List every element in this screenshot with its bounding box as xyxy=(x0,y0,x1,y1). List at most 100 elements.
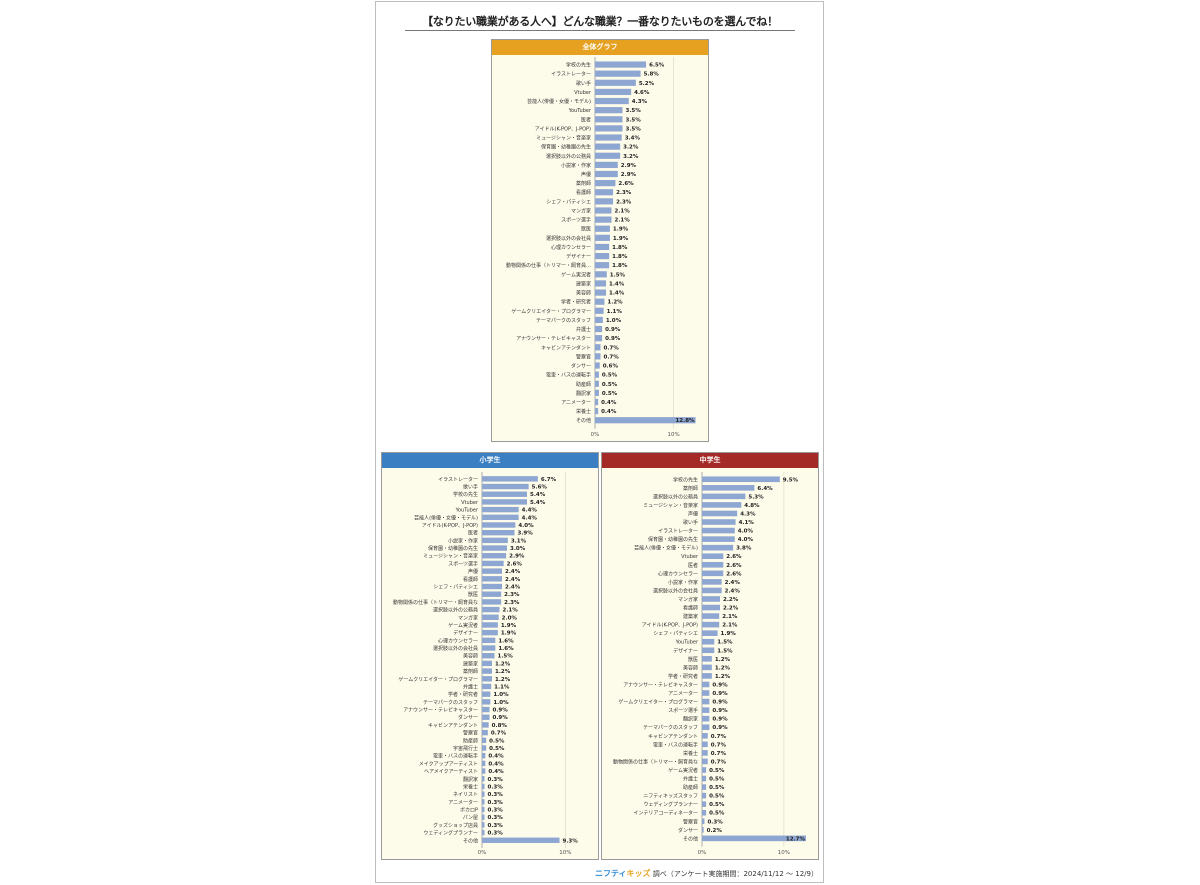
overall-category-label: その他 xyxy=(576,417,591,424)
junior-high-value-label: 0.5% xyxy=(709,811,725,817)
elementary-value-label: 1.9% xyxy=(501,623,517,629)
elementary-category-label: ゲーム実況者 xyxy=(448,622,478,629)
elementary-value-label: 0.4% xyxy=(488,769,504,775)
elementary-category-label: ゲームクリエイター・プログラマー xyxy=(398,676,478,683)
overall-bar xyxy=(595,353,601,360)
junior-high-bar xyxy=(702,502,742,508)
junior-high-bar xyxy=(702,485,755,491)
elementary-value-label: 0.8% xyxy=(492,723,508,729)
junior-high-bar xyxy=(702,493,746,500)
elementary-bar xyxy=(482,829,485,836)
junior-high-bar xyxy=(702,827,704,833)
elementary-chart-panel: 小学生 0% 10% イラストレーター 6.7% 歌い手 5.6% 学校の先生 5.4% Vtu… xyxy=(381,452,599,860)
junior-high-bar xyxy=(702,835,806,842)
elementary-category-label: その他 xyxy=(463,837,478,844)
elementary-bar xyxy=(482,791,485,797)
elementary-bar xyxy=(482,637,496,644)
overall-bar xyxy=(595,417,696,424)
overall-value-label: 0.7% xyxy=(604,345,620,351)
elementary-bar xyxy=(482,506,519,513)
overall-category-label: 栄養士 xyxy=(576,408,591,415)
overall-bar xyxy=(595,380,599,387)
overall-tick-label: 0% xyxy=(591,432,600,438)
junior-high-bar xyxy=(702,758,708,765)
junior-high-category-label: 声優 xyxy=(688,510,698,517)
elementary-bar xyxy=(482,529,515,536)
overall-category-label: 電車・バスの運転手 xyxy=(546,372,591,379)
overall-value-label: 3.2% xyxy=(623,154,639,160)
elementary-bar xyxy=(482,752,486,759)
junior-high-bar xyxy=(702,775,707,782)
overall-value-label: 2.6% xyxy=(618,181,634,187)
junior-high-value-label: 0.5% xyxy=(709,777,725,783)
overall-category-label: 弁護士 xyxy=(576,326,591,333)
junior-high-bar xyxy=(702,741,708,748)
overall-bar xyxy=(595,289,606,296)
overall-category-label: 動物関係の仕事（トリマー・飼育員… xyxy=(506,262,591,269)
overall-value-label: 0.7% xyxy=(604,354,620,360)
elementary-value-label: 0.7% xyxy=(491,731,507,737)
overall-bar xyxy=(595,271,607,278)
elementary-category-label: ダンサー xyxy=(458,714,478,721)
overall-category-label: アニメーター xyxy=(561,399,591,406)
overall-bar xyxy=(595,88,632,96)
elementary-value-label: 0.4% xyxy=(488,761,504,767)
overall-bar xyxy=(595,262,610,269)
elementary-bar xyxy=(482,483,529,490)
elementary-category-label: 声優 xyxy=(468,568,478,575)
junior-high-value-label: 0.9% xyxy=(712,717,728,723)
overall-bar xyxy=(595,107,623,114)
elementary-value-label: 0.3% xyxy=(488,800,504,806)
elementary-tick-label: 10% xyxy=(559,850,571,856)
title-divider xyxy=(405,30,795,31)
overall-value-label: 1.9% xyxy=(613,227,629,233)
overall-value-label: 4.6% xyxy=(634,90,650,96)
elementary-category-label: 心理カウンセラー xyxy=(438,637,478,644)
overall-value-label: 1.8% xyxy=(612,263,628,269)
elementary-category-label: キャビンアテンダント xyxy=(428,722,478,729)
elementary-bar xyxy=(482,768,486,774)
junior-high-category-label: 学校の先生 xyxy=(673,476,698,483)
junior-high-category-label: テーマパークのスタッフ xyxy=(643,724,698,731)
overall-value-label: 0.4% xyxy=(601,409,617,415)
junior-high-category-label: ゲームクリエイター・プログラマー xyxy=(618,699,698,706)
junior-high-value-label: 0.5% xyxy=(709,768,725,774)
overall-value-label: 4.3% xyxy=(632,99,648,105)
junior-high-bar xyxy=(702,527,735,534)
junior-high-value-label: 2.6% xyxy=(726,554,742,560)
overall-bar xyxy=(595,125,623,132)
elementary-category-label: テーマパークのスタッフ xyxy=(423,699,478,706)
junior-high-bar xyxy=(702,767,707,773)
junior-high-bar xyxy=(702,690,710,696)
overall-category-label: 心理カウンセラー xyxy=(551,244,591,251)
overall-category-label: イラストレーター xyxy=(551,71,591,78)
elementary-value-label: 1.0% xyxy=(493,700,509,706)
junior-high-category-label: ミュージシャン・音楽家 xyxy=(643,502,698,509)
junior-high-category-label: マンガ家 xyxy=(678,596,698,603)
overall-bar xyxy=(595,216,612,223)
overall-tick-label: 10% xyxy=(667,432,679,438)
elementary-bar xyxy=(482,629,498,636)
elementary-value-label: 0.5% xyxy=(489,738,505,744)
junior-high-value-label: 5.3% xyxy=(748,494,764,500)
elementary-category-label: マンガ家 xyxy=(458,614,478,621)
elementary-bar xyxy=(482,783,485,790)
elementary-category-label: イラストレーター xyxy=(438,476,478,483)
junior-high-category-label: アニメーター xyxy=(668,690,698,697)
junior-high-category-label: アイドル(K-POP、J-POP) xyxy=(642,623,698,629)
elementary-bar xyxy=(482,514,519,520)
elementary-category-label: 小説家・作家 xyxy=(448,537,478,544)
overall-bar xyxy=(595,234,610,241)
overall-bar xyxy=(595,180,616,187)
overall-category-label: スポーツ選手 xyxy=(561,217,591,224)
elementary-category-label: YouTuber xyxy=(455,508,479,514)
overall-value-label: 2.1% xyxy=(615,218,631,224)
elementary-bar xyxy=(482,699,491,705)
junior-high-category-label: 学者・研究者 xyxy=(668,673,698,680)
junior-high-bar xyxy=(702,724,710,731)
elementary-value-label: 5.4% xyxy=(530,492,546,498)
junior-high-value-label: 2.1% xyxy=(722,614,738,620)
junior-high-category-label: イラストレーター xyxy=(658,528,698,535)
elementary-bar xyxy=(482,668,492,674)
elementary-category-label: 警察官 xyxy=(463,730,478,737)
